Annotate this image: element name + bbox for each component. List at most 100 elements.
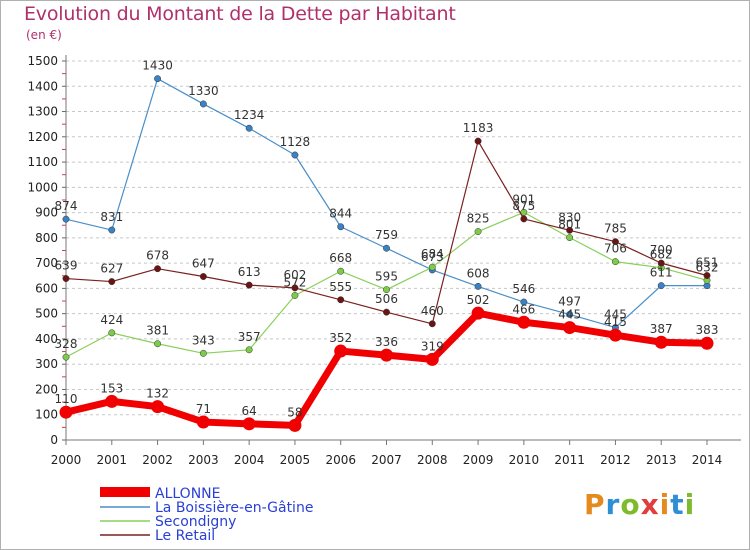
data-point <box>108 278 116 286</box>
data-label: 673 <box>421 250 444 264</box>
data-label: 546 <box>512 282 535 296</box>
chart-subtitle: (en €) <box>26 28 62 42</box>
data-label: 632 <box>696 260 719 274</box>
x-tick-label: 2013 <box>646 453 677 467</box>
data-point <box>199 349 207 357</box>
y-tick-label: 1200 <box>27 130 58 144</box>
x-tick-label: 2003 <box>188 453 219 467</box>
data-label: 678 <box>146 249 169 263</box>
data-point <box>154 75 162 83</box>
proxiti-logo: Proxiti <box>584 488 696 521</box>
data-label: 153 <box>100 381 123 395</box>
data-point <box>563 321 577 335</box>
data-label: 611 <box>650 266 673 280</box>
data-point <box>62 353 70 361</box>
y-tick-label: 400 <box>35 332 58 346</box>
data-point <box>108 329 116 337</box>
data-point <box>474 137 482 145</box>
legend-label: Secondigny <box>155 514 236 530</box>
legend-swatch <box>100 487 150 497</box>
data-point <box>288 418 302 432</box>
data-point <box>703 272 711 279</box>
data-label: 445 <box>558 308 581 322</box>
data-point <box>245 346 253 354</box>
data-label: 830 <box>558 210 581 224</box>
y-tick-label: 1300 <box>27 105 58 119</box>
x-tick-label: 2007 <box>371 453 402 467</box>
data-label: 506 <box>375 292 398 306</box>
data-label: 1183 <box>463 121 494 135</box>
data-label: 785 <box>604 222 627 236</box>
y-tick-label: 1100 <box>27 155 58 169</box>
data-label: 502 <box>467 293 490 307</box>
data-label: 706 <box>604 242 627 256</box>
data-label: 357 <box>238 330 261 344</box>
data-label: 759 <box>375 228 398 242</box>
data-point <box>566 234 574 242</box>
data-label: 352 <box>329 331 352 345</box>
data-label: 445 <box>604 308 627 322</box>
legend-label: ALLONNE <box>155 486 221 502</box>
data-point <box>105 394 119 408</box>
data-label: 319 <box>421 339 444 353</box>
data-point <box>474 228 482 236</box>
y-tick-label: 200 <box>35 382 58 396</box>
y-tick-label: 900 <box>35 206 58 220</box>
data-label: 682 <box>650 248 673 262</box>
data-label: 651 <box>696 256 719 270</box>
data-point <box>425 352 439 366</box>
data-point <box>62 275 70 282</box>
data-point <box>154 340 162 348</box>
data-label: 831 <box>100 210 123 224</box>
data-point <box>657 282 665 290</box>
data-point <box>383 286 390 294</box>
x-tick-label: 2011 <box>554 453 585 467</box>
y-tick-label: 300 <box>35 357 58 371</box>
data-point <box>337 296 345 304</box>
data-point <box>245 281 253 289</box>
data-point <box>242 417 256 431</box>
data-label: 1330 <box>188 84 219 98</box>
y-tick-label: 800 <box>35 231 58 245</box>
data-label: 466 <box>512 302 535 316</box>
data-point <box>291 292 299 299</box>
data-label: 497 <box>558 294 581 308</box>
x-tick-label: 2001 <box>97 453 128 467</box>
y-tick-label: 100 <box>35 408 58 422</box>
data-point <box>520 298 528 306</box>
x-tick-label: 2014 <box>692 453 723 467</box>
data-label: 460 <box>421 304 444 318</box>
x-tick-label: 2009 <box>463 453 494 467</box>
data-point <box>62 215 70 223</box>
data-label: 684 <box>421 247 444 261</box>
y-tick-label: 0 <box>50 433 58 447</box>
data-point <box>566 310 574 318</box>
data-point <box>428 263 436 271</box>
data-label: 647 <box>192 257 215 271</box>
data-label: 387 <box>650 322 673 336</box>
data-label: 343 <box>192 333 215 347</box>
data-label: 328 <box>55 337 78 351</box>
data-label: 64 <box>242 404 257 418</box>
data-label: 844 <box>329 207 352 221</box>
data-label: 58 <box>287 405 302 419</box>
data-label: 415 <box>604 315 627 329</box>
data-point <box>700 336 714 350</box>
data-point <box>611 238 619 246</box>
data-point <box>196 415 210 429</box>
data-point <box>108 226 116 234</box>
y-tick-label: 600 <box>35 281 58 295</box>
data-label: 639 <box>55 259 78 273</box>
data-point <box>517 315 531 329</box>
data-label: 424 <box>100 313 123 327</box>
y-tick-label: 700 <box>35 256 58 270</box>
data-point <box>520 215 528 223</box>
y-tick-label: 500 <box>35 307 58 321</box>
data-label: 1234 <box>234 108 265 122</box>
data-label: 555 <box>329 280 352 294</box>
data-point <box>291 284 299 292</box>
data-label: 1430 <box>142 59 173 73</box>
data-label: 825 <box>467 212 490 226</box>
